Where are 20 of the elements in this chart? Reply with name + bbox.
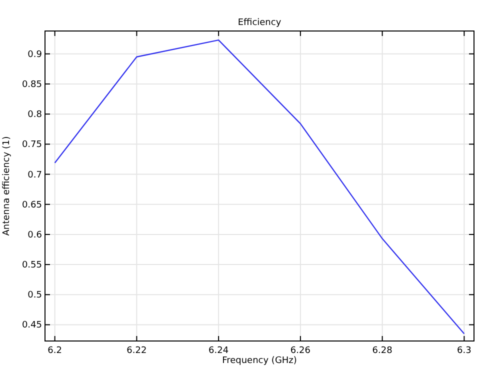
y-tick-label: 0.8	[28, 110, 42, 120]
y-tick-label: 0.7	[28, 170, 42, 180]
y-axis-title: Antenna efficiency (1)	[2, 136, 12, 236]
x-tick-label: 6.22	[126, 346, 147, 356]
x-axis-title: Frequency (GHz)	[222, 356, 297, 366]
y-tick-label: 0.9	[28, 50, 42, 60]
x-tick-label: 6.24	[208, 346, 229, 356]
y-tick-label: 0.85	[22, 80, 42, 90]
x-tick-label: 6.2	[48, 346, 62, 356]
y-tick-label: 0.65	[22, 200, 42, 210]
y-tick-label: 0.75	[22, 140, 42, 150]
chart-title: Efficiency	[238, 18, 282, 28]
y-tick-label: 0.45	[22, 320, 42, 331]
y-tick-label: 0.6	[28, 230, 42, 240]
x-tick-label: 6.28	[372, 346, 393, 356]
x-tick-label: 6.26	[290, 346, 311, 356]
y-tick-label: 0.55	[22, 260, 42, 271]
x-tick-label: 6.3	[457, 346, 472, 356]
y-tick-label: 0.5	[28, 290, 42, 301]
line-series	[54, 39, 465, 334]
